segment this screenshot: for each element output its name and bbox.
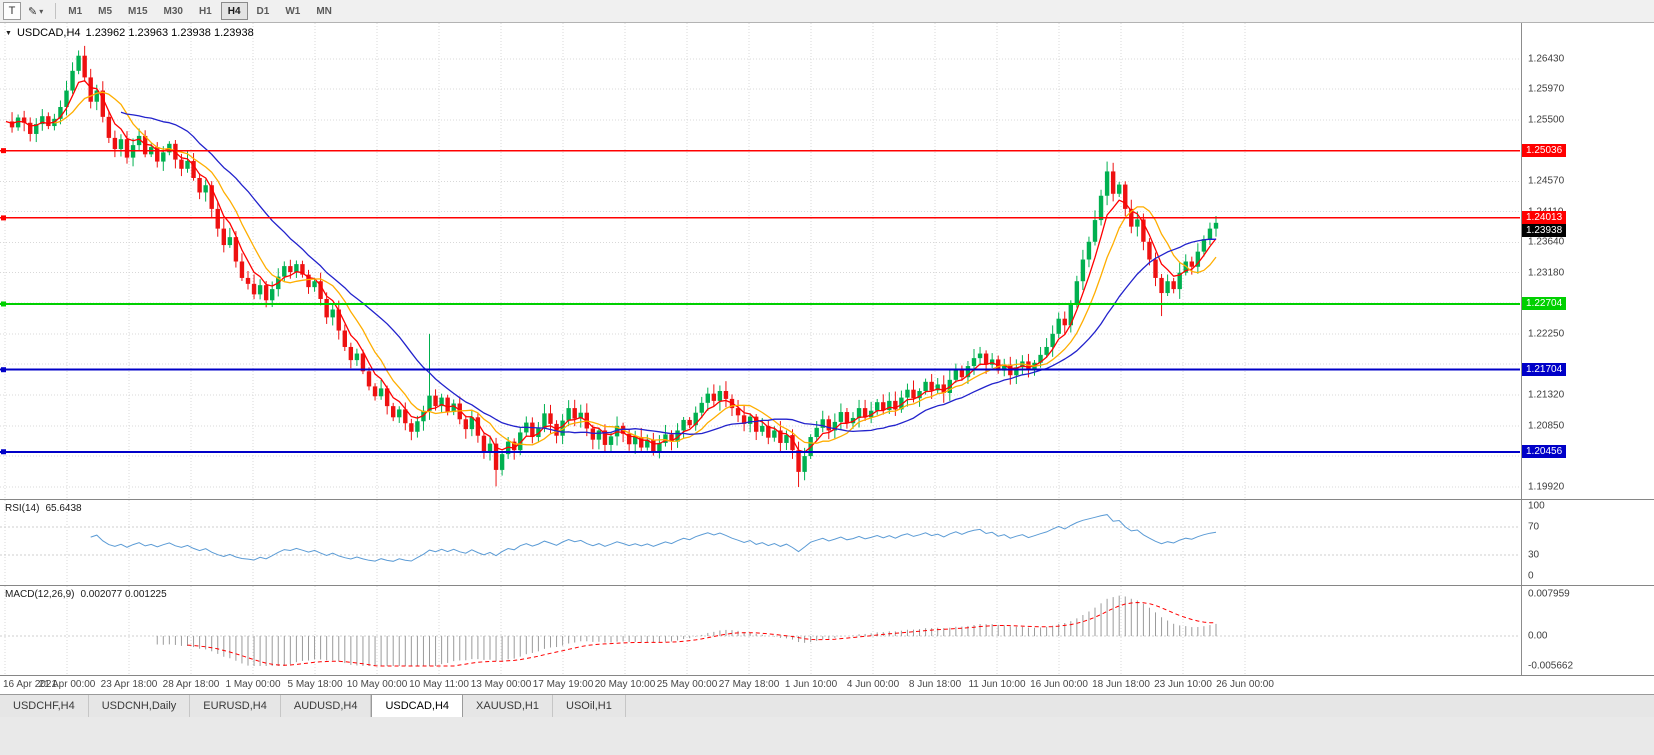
price-line-label: 1.21704: [1522, 363, 1567, 377]
ohlc-quotes: 1.23962 1.23963 1.23938 1.23938: [85, 27, 254, 39]
chart-tab-usdcadh4[interactable]: USDCAD,H4: [371, 695, 464, 717]
time-label: 16 Jun 00:00: [1030, 679, 1088, 690]
macd-name: MACD(12,26,9): [5, 589, 75, 600]
timeframe-button-H4[interactable]: H4: [220, 2, 248, 20]
price-tick: 1.24570: [1528, 175, 1565, 187]
time-label: 18 Jun 18:00: [1092, 679, 1150, 690]
rsi-plot[interactable]: [0, 500, 1520, 584]
timeframe-button-D1[interactable]: D1: [256, 5, 270, 17]
time-label: 1 May 00:00: [225, 679, 281, 690]
line-handle: [1, 367, 6, 373]
price-line-label: 1.22704: [1522, 297, 1567, 311]
time-label: 13 May 00:00: [470, 679, 532, 690]
price-scale[interactable]: 1.264301.259701.255001.245701.241101.236…: [1521, 23, 1654, 499]
chart-tab-usdchfh4[interactable]: USDCHF,H4: [0, 695, 89, 717]
line-handle: [1, 301, 6, 307]
price-tick: 1.20850: [1528, 420, 1565, 432]
macd-plot[interactable]: [0, 586, 1520, 674]
time-label: 28 Apr 18:00: [162, 679, 220, 690]
time-label: 25 May 00:00: [656, 679, 718, 690]
rsi-name: RSI(14): [5, 503, 40, 514]
time-label: 17 May 19:00: [532, 679, 594, 690]
macd-label: MACD(12,26,9) 0.002077 0.001225: [5, 589, 167, 600]
line-handle: [1, 215, 6, 221]
chart-tab-usoilh1[interactable]: USOil,H1: [553, 695, 626, 717]
price-tick: 1.23180: [1528, 267, 1565, 279]
time-label: 1 Jun 10:00: [784, 679, 838, 690]
bottom-strip: [0, 717, 1654, 755]
timeframe-button-MN[interactable]: MN: [316, 5, 332, 17]
candles-plot[interactable]: [0, 23, 1520, 499]
draw-tool-button[interactable]: ✎ ▾: [24, 2, 47, 20]
price-tick: 1.25500: [1528, 114, 1565, 126]
price-line-label: 1.24013: [1522, 211, 1567, 225]
price-tick: 1.22250: [1528, 328, 1565, 340]
price-line-label: 1.20456: [1522, 445, 1567, 459]
rsi-label: RSI(14) 65.6438: [5, 503, 82, 514]
time-label: 4 Jun 00:00: [846, 679, 900, 690]
time-label: 16 Apr 2021: [3, 679, 57, 690]
price-line-label: 1.23938: [1522, 224, 1567, 238]
text-tool-icon: T: [8, 5, 16, 17]
price-tick: 1.26430: [1528, 53, 1565, 65]
top-toolbar: T ✎ ▾ M1 M5 M15 M30 H1 H4 D1 W1 MN: [0, 0, 1654, 23]
time-label: 8 Jun 18:00: [908, 679, 962, 690]
chart-tab-audusdh4[interactable]: AUDUSD,H4: [281, 695, 372, 717]
line-handle: [1, 449, 6, 455]
time-label: 23 Apr 18:00: [100, 679, 158, 690]
macd-pane[interactable]: 0.007959 0.00 -0.005662 MACD(12,26,9) 0.00…: [0, 585, 1654, 675]
time-label: 27 May 18:00: [718, 679, 780, 690]
text-tool-button[interactable]: T: [3, 2, 21, 20]
macd-tick: 0.00: [1528, 630, 1548, 642]
main-chart-pane[interactable]: 1.264301.259701.255001.245701.241101.236…: [0, 23, 1654, 499]
collapse-triangle-icon[interactable]: ▼: [5, 29, 12, 37]
rsi-pane[interactable]: 100 70 30 0 RSI(14) 65.6438: [0, 499, 1654, 585]
price-tick: 1.21320: [1528, 389, 1565, 401]
price-tick: 1.19920: [1528, 481, 1565, 493]
timeframe-button-M30[interactable]: M30: [163, 5, 183, 17]
time-label: 10 May 11:00: [409, 679, 469, 690]
price-tick: 1.23640: [1528, 236, 1565, 248]
rsi-tick: 30: [1528, 549, 1540, 561]
macd-tick: -0.005662: [1528, 660, 1574, 672]
rsi-value: 65.6438: [45, 503, 82, 514]
line-handle: [1, 148, 6, 154]
rsi-tick: 70: [1528, 521, 1540, 533]
symbol-period-label: USDCAD,H4: [16, 27, 81, 39]
chart-tab-usdcnhdaily[interactable]: USDCNH,Daily: [89, 695, 191, 717]
rsi-tick: 100: [1528, 500, 1545, 512]
time-label: 10 May 00:00: [346, 679, 408, 690]
timeframe-button-M15[interactable]: M15: [128, 5, 148, 17]
timeframe-button-M1[interactable]: M1: [68, 5, 83, 17]
timeframe-group: M1 M5 M15 M30 H1 H4 D1 W1 MN: [61, 2, 341, 20]
time-label: 20 May 10:00: [594, 679, 656, 690]
macd-scale[interactable]: 0.007959 0.00 -0.005662: [1521, 586, 1654, 675]
chart-title: ▼ USDCAD,H4 1.23962 1.23963 1.23938 1.23…: [5, 27, 254, 39]
rsi-tick: 0: [1528, 570, 1534, 582]
pencil-icon: ✎: [28, 5, 38, 18]
chart-tab-bar: USDCHF,H4 USDCNH,Daily EURUSD,H4 AUDUSD,H4 U…: [0, 694, 1654, 717]
time-label: 26 Jun 00:00: [1216, 679, 1274, 690]
timeframe-button-H1[interactable]: H1: [198, 5, 212, 17]
chart-tab-eurusdh4[interactable]: EURUSD,H4: [190, 695, 281, 717]
time-label: 21 Apr 00:00: [38, 679, 96, 690]
time-label: 5 May 18:00: [287, 679, 343, 690]
chevron-down-icon: ▾: [39, 6, 44, 16]
macd-tick: 0.007959: [1528, 588, 1570, 600]
toolbar-separator: [55, 3, 57, 19]
price-tick: 1.25970: [1528, 83, 1565, 95]
time-axis[interactable]: 16 Apr 2021 21 Apr 00:00 23 Apr 18:00 28 Ap…: [0, 675, 1654, 694]
price-line-label: 1.25036: [1522, 144, 1567, 158]
chart-tab-xauusdh1[interactable]: XAUUSD,H1: [463, 695, 553, 717]
time-label: 23 Jun 10:00: [1154, 679, 1212, 690]
macd-values: 0.002077 0.001225: [80, 589, 167, 600]
time-label: 11 Jun 10:00: [968, 679, 1026, 690]
rsi-scale[interactable]: 100 70 30 0: [1521, 500, 1654, 585]
timeframe-button-M5[interactable]: M5: [98, 5, 113, 17]
timeframe-button-W1[interactable]: W1: [285, 5, 301, 17]
